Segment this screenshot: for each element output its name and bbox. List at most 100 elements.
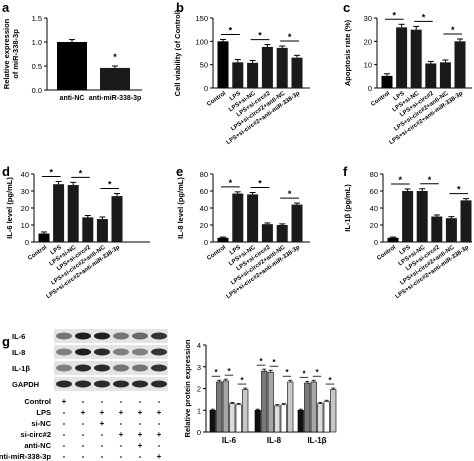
- y-axis-label: Relative expressionof miR-338-3p: [2, 18, 20, 89]
- significance-star: *: [108, 180, 112, 190]
- significance-star: *: [451, 25, 455, 35]
- bar: [247, 62, 259, 88]
- bar: [387, 237, 399, 242]
- bar: [229, 403, 236, 433]
- bar: [402, 191, 414, 242]
- blot-band: [75, 348, 91, 356]
- condition-mark: +: [100, 408, 105, 417]
- condition-mark: -: [139, 419, 142, 428]
- blot-band: [94, 380, 110, 388]
- condition-mark: -: [158, 397, 161, 406]
- category-label: LPS: [229, 91, 242, 103]
- significance-star: *: [227, 367, 231, 376]
- bar: [396, 27, 408, 88]
- condition-mark: +: [62, 397, 67, 406]
- y-axis-label-line: IL-6 level (pg/mL): [5, 177, 14, 239]
- y-axis-label: Relative protein expression: [183, 339, 192, 437]
- bar: [297, 409, 304, 433]
- condition-mark: -: [63, 430, 66, 439]
- bar: [310, 381, 317, 433]
- bar: [287, 381, 294, 433]
- category-label: Control: [206, 91, 227, 108]
- bar: [276, 225, 288, 242]
- significance-star: *: [113, 52, 117, 62]
- y-tick-label: 0: [374, 238, 378, 247]
- y-tick-label: 0.0: [32, 86, 42, 95]
- blot-band: [132, 332, 148, 340]
- condition-label: anti-NC: [24, 441, 51, 450]
- category-label: Control: [370, 91, 391, 108]
- condition-label: si-circ#2: [21, 430, 51, 439]
- condition-mark: -: [139, 397, 142, 406]
- significance-star: *: [328, 376, 332, 385]
- panel-letter-f: f: [343, 164, 348, 179]
- condition-mark: -: [120, 419, 123, 428]
- y-tick-label: 20: [200, 221, 208, 230]
- significance-star: *: [288, 32, 292, 42]
- y-axis-label-line: Apoptosis rate (%): [343, 19, 352, 86]
- blot-strip: [54, 329, 168, 343]
- panel-b: b 0 50 100 150 Cell viability (of Control) Con…: [173, 0, 310, 146]
- bar: [217, 237, 229, 242]
- category-label: anti-NC: [60, 95, 85, 102]
- blot-band: [75, 364, 91, 372]
- y-tick-label: 100: [195, 37, 208, 46]
- blot-strip: [54, 345, 168, 359]
- y-tick-label: 0: [368, 84, 372, 93]
- bar: [232, 62, 244, 88]
- category-label: Control: [206, 245, 227, 262]
- band-label: IL-1β: [12, 364, 30, 373]
- bar: [410, 29, 422, 89]
- condition-mark: -: [120, 441, 123, 450]
- condition-mark: -: [120, 397, 123, 406]
- bar: [261, 370, 268, 433]
- bar: [431, 216, 443, 242]
- bar: [242, 389, 249, 433]
- condition-mark: -: [82, 419, 85, 428]
- bar: [222, 380, 229, 433]
- bar: [291, 204, 303, 242]
- y-axis-label: IL-1β (pg/mL): [343, 184, 352, 232]
- y-tick-label: 80: [200, 170, 208, 179]
- bar: [111, 196, 123, 242]
- condition-mark: +: [157, 408, 162, 417]
- y-axis-label: IL-6 level (pg/mL): [5, 177, 14, 239]
- band-label: GAPDH: [12, 380, 39, 389]
- blot-band: [151, 364, 167, 372]
- condition-mark: -: [139, 452, 142, 461]
- category-label: anti-miR-338-3p: [89, 95, 142, 102]
- significance-star: *: [214, 368, 218, 377]
- condition-mark: +: [119, 408, 124, 417]
- y-tick-label: 1: [197, 406, 201, 415]
- bar: [439, 62, 451, 88]
- condition-mark: +: [157, 452, 162, 461]
- y-tick-label: 50: [200, 61, 208, 70]
- condition-mark: -: [82, 441, 85, 450]
- condition-label: si-NC: [31, 419, 51, 428]
- condition-mark: -: [101, 430, 104, 439]
- bar: [57, 42, 87, 90]
- category-label: Control: [27, 245, 48, 262]
- y-tick-label: 20: [364, 37, 372, 46]
- significance-star: *: [422, 12, 426, 22]
- condition-mark: -: [158, 441, 161, 450]
- blot-band: [113, 364, 129, 372]
- blot-strip: [54, 377, 168, 391]
- condition-mark: -: [101, 441, 104, 450]
- significance-star: *: [285, 368, 289, 377]
- panel-a: a 0.0 0.5 1.0 1.5 Relative expressionof miR-3…: [2, 0, 142, 102]
- significance-star: *: [315, 368, 319, 377]
- y-tick-label: 2: [197, 385, 201, 394]
- condition-mark: +: [119, 430, 124, 439]
- significance-star: *: [50, 167, 54, 177]
- y-axis-label: Apoptosis rate (%): [343, 19, 352, 86]
- band-label: IL-8: [12, 348, 25, 357]
- panel-letter-d: d: [2, 164, 10, 179]
- bar: [38, 233, 50, 242]
- significance-star: *: [428, 175, 432, 185]
- significance-star: *: [393, 10, 397, 20]
- y-tick-label: 4: [197, 341, 201, 350]
